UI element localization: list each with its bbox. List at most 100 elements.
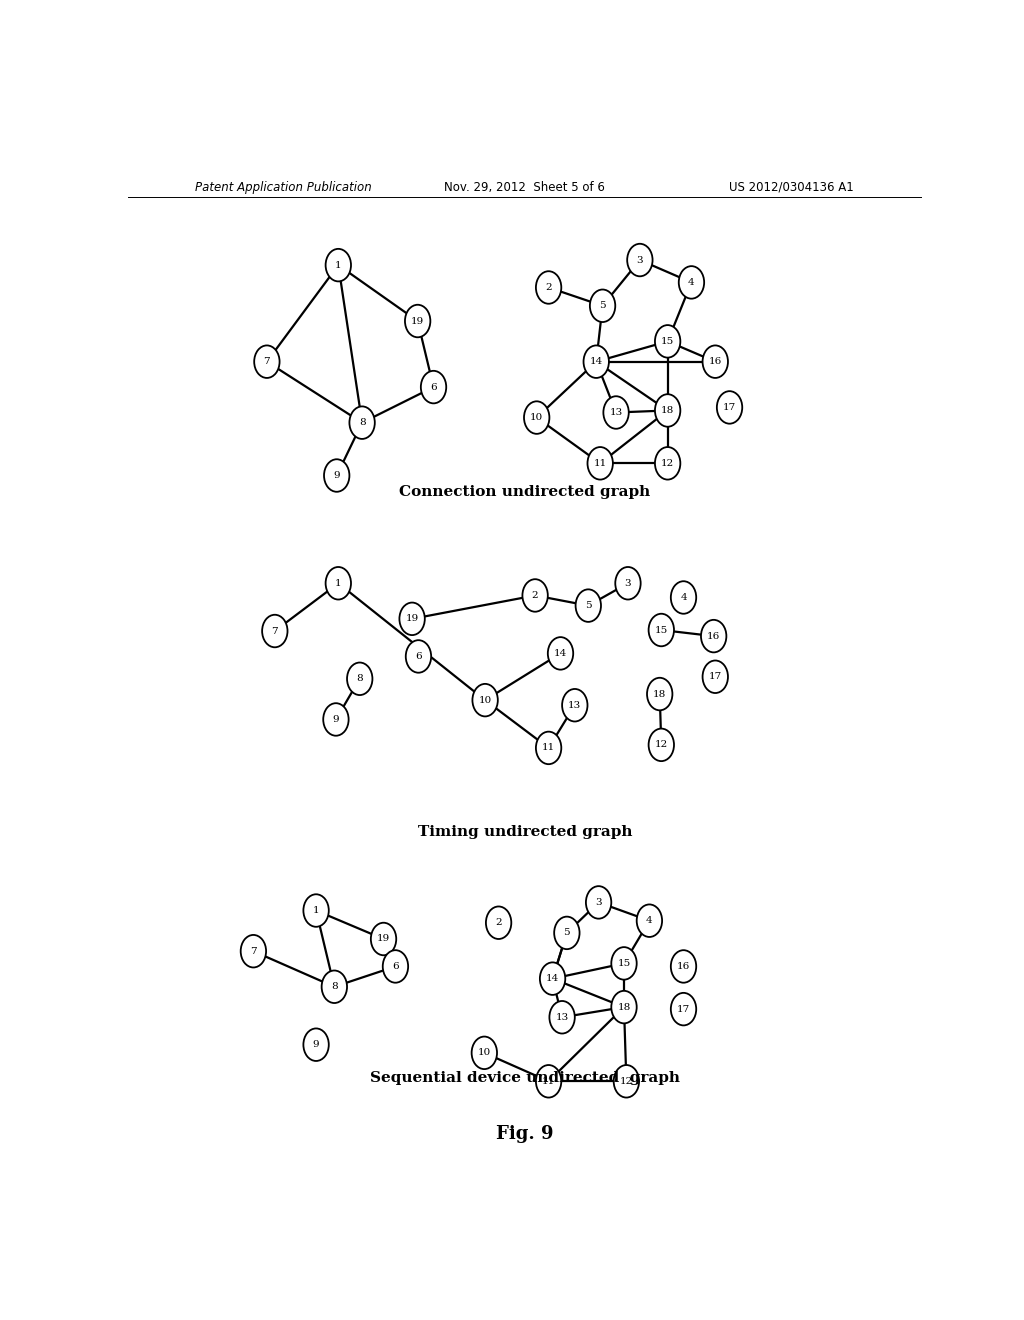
Text: 18: 18 bbox=[662, 407, 674, 414]
Circle shape bbox=[326, 249, 351, 281]
Circle shape bbox=[241, 935, 266, 968]
Circle shape bbox=[404, 305, 430, 338]
Circle shape bbox=[588, 447, 613, 479]
Text: 7: 7 bbox=[263, 358, 270, 366]
Text: 11: 11 bbox=[542, 743, 555, 752]
Text: 17: 17 bbox=[677, 1005, 690, 1014]
Circle shape bbox=[575, 589, 601, 622]
Circle shape bbox=[303, 894, 329, 927]
Circle shape bbox=[717, 391, 742, 424]
Text: 12: 12 bbox=[620, 1077, 633, 1086]
Text: 2: 2 bbox=[546, 282, 552, 292]
Text: 1: 1 bbox=[335, 578, 342, 587]
Text: 10: 10 bbox=[478, 696, 492, 705]
Circle shape bbox=[486, 907, 511, 939]
Text: 12: 12 bbox=[654, 741, 668, 750]
Text: 16: 16 bbox=[707, 631, 720, 640]
Text: 12: 12 bbox=[662, 459, 674, 467]
Text: 10: 10 bbox=[530, 413, 544, 422]
Text: 4: 4 bbox=[646, 916, 652, 925]
Circle shape bbox=[347, 663, 373, 696]
Circle shape bbox=[590, 289, 615, 322]
Circle shape bbox=[611, 991, 637, 1023]
Circle shape bbox=[648, 614, 674, 647]
Text: 13: 13 bbox=[609, 408, 623, 417]
Text: Patent Application Publication: Patent Application Publication bbox=[196, 181, 372, 194]
Text: 11: 11 bbox=[542, 1077, 555, 1086]
Text: Connection undirected graph: Connection undirected graph bbox=[399, 484, 650, 499]
Text: 16: 16 bbox=[709, 358, 722, 366]
Circle shape bbox=[671, 581, 696, 614]
Text: 8: 8 bbox=[358, 418, 366, 428]
Circle shape bbox=[303, 1028, 329, 1061]
Text: 7: 7 bbox=[271, 627, 279, 635]
Circle shape bbox=[262, 615, 288, 647]
Circle shape bbox=[613, 1065, 639, 1097]
Text: 2: 2 bbox=[496, 919, 502, 927]
Text: 3: 3 bbox=[625, 578, 631, 587]
Text: 3: 3 bbox=[595, 898, 602, 907]
Text: 9: 9 bbox=[312, 1040, 319, 1049]
Circle shape bbox=[324, 459, 349, 492]
Circle shape bbox=[611, 948, 637, 979]
Text: 10: 10 bbox=[478, 1048, 490, 1057]
Circle shape bbox=[554, 916, 580, 949]
Text: 19: 19 bbox=[377, 935, 390, 944]
Circle shape bbox=[586, 886, 611, 919]
Text: 15: 15 bbox=[617, 958, 631, 968]
Text: Fig. 9: Fig. 9 bbox=[496, 1125, 554, 1143]
Circle shape bbox=[702, 346, 728, 378]
Text: 18: 18 bbox=[653, 689, 667, 698]
Text: 5: 5 bbox=[585, 601, 592, 610]
Circle shape bbox=[472, 684, 498, 717]
Circle shape bbox=[655, 395, 680, 426]
Circle shape bbox=[322, 970, 347, 1003]
Text: Sequential device undirected  graph: Sequential device undirected graph bbox=[370, 1072, 680, 1085]
Circle shape bbox=[522, 579, 548, 611]
Text: 14: 14 bbox=[554, 649, 567, 657]
Circle shape bbox=[647, 677, 673, 710]
Circle shape bbox=[671, 993, 696, 1026]
Circle shape bbox=[637, 904, 663, 937]
Text: 6: 6 bbox=[430, 383, 437, 392]
Circle shape bbox=[324, 704, 348, 735]
Text: 6: 6 bbox=[415, 652, 422, 661]
Text: Timing undirected graph: Timing undirected graph bbox=[418, 825, 632, 840]
Circle shape bbox=[536, 271, 561, 304]
Text: 11: 11 bbox=[594, 459, 607, 467]
Circle shape bbox=[701, 620, 726, 652]
Circle shape bbox=[627, 244, 652, 276]
Circle shape bbox=[584, 346, 609, 378]
Text: 9: 9 bbox=[333, 715, 339, 723]
Circle shape bbox=[671, 950, 696, 982]
Text: 4: 4 bbox=[680, 593, 687, 602]
Text: 5: 5 bbox=[563, 928, 570, 937]
Circle shape bbox=[472, 1036, 497, 1069]
Circle shape bbox=[421, 371, 446, 404]
Text: 9: 9 bbox=[334, 471, 340, 480]
Circle shape bbox=[254, 346, 280, 378]
Circle shape bbox=[349, 407, 375, 440]
Text: 14: 14 bbox=[590, 358, 603, 366]
Circle shape bbox=[536, 1065, 561, 1097]
Text: 3: 3 bbox=[637, 256, 643, 264]
Text: 6: 6 bbox=[392, 962, 398, 972]
Text: 8: 8 bbox=[356, 675, 364, 684]
Text: Nov. 29, 2012  Sheet 5 of 6: Nov. 29, 2012 Sheet 5 of 6 bbox=[444, 181, 605, 194]
Circle shape bbox=[536, 731, 561, 764]
Circle shape bbox=[702, 660, 728, 693]
Text: 19: 19 bbox=[406, 614, 419, 623]
Text: 17: 17 bbox=[723, 403, 736, 412]
Text: 13: 13 bbox=[568, 701, 582, 710]
Text: 8: 8 bbox=[331, 982, 338, 991]
Text: 16: 16 bbox=[677, 962, 690, 972]
Circle shape bbox=[603, 396, 629, 429]
Circle shape bbox=[383, 950, 409, 982]
Text: 1: 1 bbox=[335, 260, 342, 269]
Circle shape bbox=[540, 962, 565, 995]
Text: 7: 7 bbox=[250, 946, 257, 956]
Text: 1: 1 bbox=[312, 906, 319, 915]
Circle shape bbox=[406, 640, 431, 673]
Text: 18: 18 bbox=[617, 1003, 631, 1011]
Text: 15: 15 bbox=[654, 626, 668, 635]
